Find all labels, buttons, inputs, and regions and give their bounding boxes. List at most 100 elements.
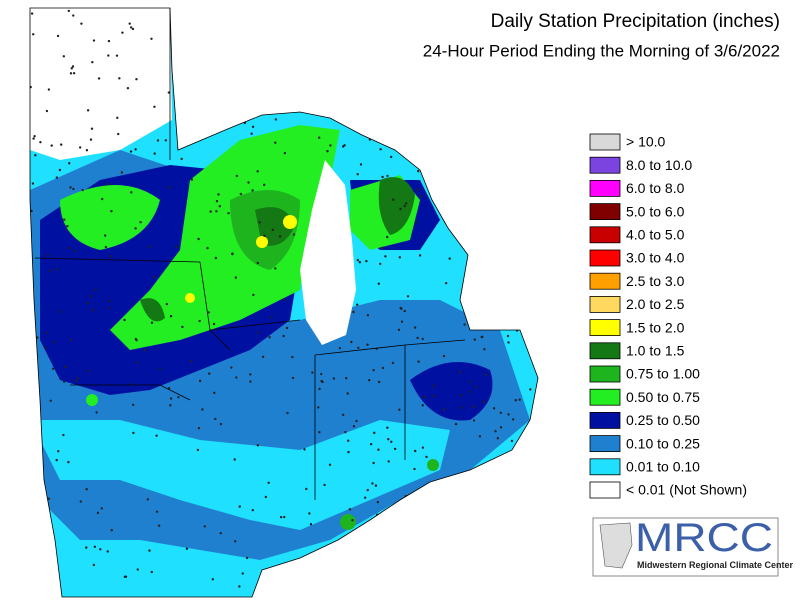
legend-swatch xyxy=(589,435,621,453)
area-green xyxy=(340,514,356,530)
station-dot xyxy=(535,129,538,132)
station-dot xyxy=(285,326,289,330)
station-dot xyxy=(511,418,515,421)
station-dot xyxy=(399,207,402,211)
station-dot xyxy=(356,173,359,176)
logo-full-name: Midwestern Regional Climate Center xyxy=(637,560,794,570)
station-dot xyxy=(181,325,184,329)
station-dot xyxy=(497,301,501,305)
station-dot xyxy=(355,303,359,306)
station-dot xyxy=(320,379,323,383)
station-dot xyxy=(34,154,37,157)
station-dot xyxy=(231,21,234,24)
station-dot xyxy=(470,471,474,474)
station-dot xyxy=(75,379,78,383)
station-dot xyxy=(86,301,89,305)
station-dot xyxy=(406,295,410,298)
station-dot xyxy=(333,67,336,70)
logo: MRCC Midwestern Regional Climate Center xyxy=(592,516,794,577)
station-dot xyxy=(97,77,101,80)
station-dot xyxy=(107,54,110,57)
station-dot xyxy=(55,267,58,271)
station-dot xyxy=(337,562,340,565)
legend-label: 1.0 to 1.5 xyxy=(626,343,685,359)
station-dot xyxy=(351,519,354,522)
station-dot xyxy=(208,372,211,375)
station-dot xyxy=(454,422,458,426)
station-dot xyxy=(152,275,156,279)
station-dot xyxy=(459,394,463,397)
station-dot xyxy=(417,360,420,363)
station-dot xyxy=(79,500,82,503)
station-dot xyxy=(421,337,424,341)
station-dot xyxy=(518,398,521,401)
station-dot xyxy=(320,103,323,106)
station-dot xyxy=(175,245,178,249)
station-dot xyxy=(363,496,367,499)
station-dot xyxy=(263,234,266,238)
station-dot xyxy=(395,99,399,102)
station-dot xyxy=(92,39,96,42)
station-dot xyxy=(110,528,113,532)
station-dot xyxy=(329,144,332,147)
station-dot xyxy=(418,254,422,257)
station-dot xyxy=(153,105,156,109)
station-dot xyxy=(251,84,254,88)
station-dot xyxy=(129,26,133,29)
station-dot xyxy=(60,143,63,146)
area-yellow xyxy=(185,293,195,303)
station-dot xyxy=(33,135,36,138)
station-dot xyxy=(416,188,419,191)
station-dot xyxy=(530,287,533,291)
station-dot xyxy=(89,138,93,141)
station-dot xyxy=(30,542,33,546)
station-dot xyxy=(352,425,356,428)
station-dot xyxy=(214,417,217,421)
station-dot xyxy=(207,311,210,314)
station-dot xyxy=(134,148,137,151)
station-dot xyxy=(58,168,62,172)
station-dot xyxy=(45,331,49,334)
station-dot xyxy=(126,86,130,90)
station-dot xyxy=(120,171,124,174)
station-dot xyxy=(219,422,223,426)
station-dot xyxy=(132,431,135,435)
station-dot xyxy=(436,69,439,73)
station-dot xyxy=(516,170,520,174)
legend-swatch xyxy=(589,272,621,290)
station-dot xyxy=(128,22,131,25)
station-dot xyxy=(153,152,156,155)
station-dot xyxy=(219,26,222,29)
station-dot xyxy=(185,547,189,550)
station-dot xyxy=(405,556,409,560)
station-dot xyxy=(458,371,462,374)
station-dot xyxy=(91,308,94,312)
precipitation-map xyxy=(30,8,538,597)
station-dot xyxy=(381,246,384,250)
station-dot xyxy=(425,455,428,459)
station-dot xyxy=(499,426,503,429)
station-dot xyxy=(62,55,66,58)
station-dot xyxy=(317,136,321,139)
station-dot xyxy=(239,62,243,65)
station-dot xyxy=(474,86,478,89)
station-dot xyxy=(405,202,408,205)
station-dot xyxy=(129,150,133,153)
station-dot xyxy=(80,22,83,25)
station-dot xyxy=(198,379,202,383)
station-dot xyxy=(63,365,67,369)
station-dot xyxy=(515,469,519,472)
station-dot xyxy=(72,14,75,17)
station-dot xyxy=(514,399,517,402)
station-dot xyxy=(51,367,55,370)
station-dot xyxy=(497,125,500,128)
station-dot xyxy=(231,252,234,256)
station-dot xyxy=(523,98,527,101)
station-dot xyxy=(146,498,150,501)
station-dot xyxy=(487,489,490,493)
station-dot xyxy=(46,254,50,257)
station-dot xyxy=(399,539,403,543)
station-dot xyxy=(214,256,218,260)
station-dot xyxy=(190,178,194,181)
